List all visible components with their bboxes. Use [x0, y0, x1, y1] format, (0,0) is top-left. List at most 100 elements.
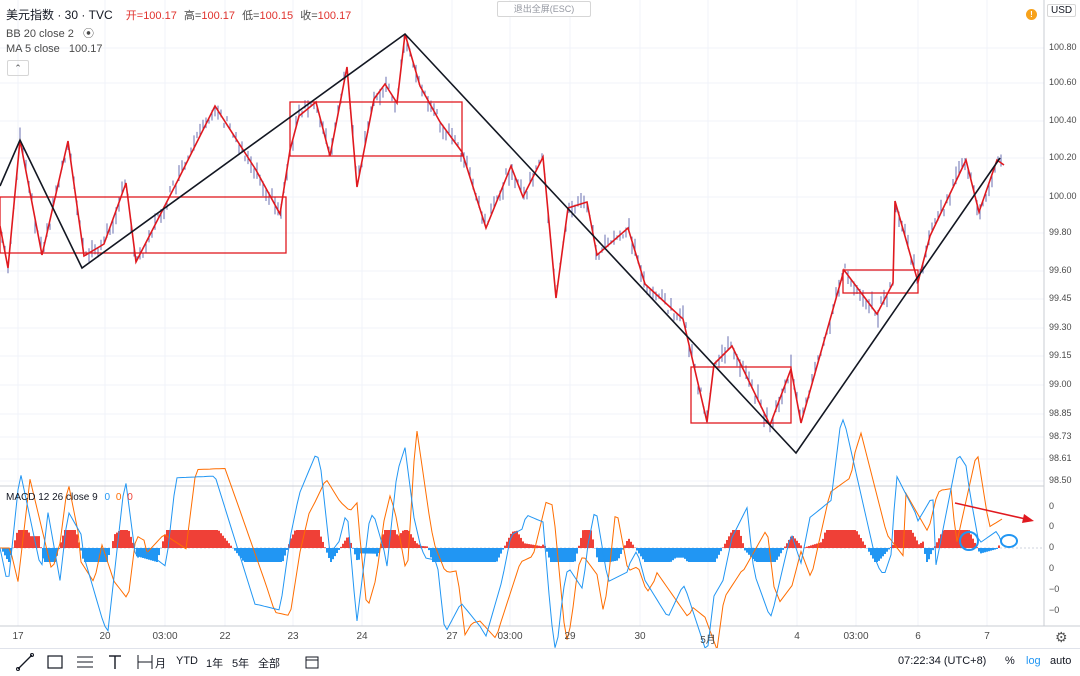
macd-bar: [552, 548, 554, 562]
macd-bar: [528, 544, 530, 548]
macd-histogram: [2, 530, 1000, 562]
symbol-title[interactable]: 美元指数 · 30 · TVC: [6, 8, 113, 22]
macd-bar: [996, 548, 998, 549]
macd-bar: [210, 530, 212, 548]
macd-bar: [222, 536, 224, 548]
macd-bar: [212, 530, 214, 548]
eye-hidden-icon[interactable]: ⦿: [83, 28, 94, 40]
macd-bar: [248, 548, 250, 562]
percent-toggle[interactable]: %: [1005, 655, 1015, 667]
auto-toggle[interactable]: auto: [1050, 655, 1071, 667]
macd-bar: [452, 548, 454, 562]
macd-bar: [930, 548, 932, 554]
macd-bar: [824, 533, 826, 548]
range-month[interactable]: 月: [155, 655, 166, 671]
macd-bar: [986, 548, 988, 552]
macd-bar: [216, 530, 218, 548]
macd-bar: [412, 538, 414, 548]
macd-bar: [262, 548, 264, 562]
macd-bar: [486, 548, 488, 562]
macd-bar: [812, 545, 814, 548]
macd-bar: [744, 548, 746, 550]
range-box: [0, 197, 286, 253]
macd-bar: [806, 547, 808, 548]
range-5y[interactable]: 5年: [232, 655, 249, 671]
macd-bar: [90, 548, 92, 562]
macd-bar: [748, 548, 750, 555]
macd-bar: [638, 548, 640, 553]
fib-tool-icon[interactable]: [75, 652, 95, 672]
macd-bar: [492, 548, 494, 562]
macd-bar: [474, 548, 476, 562]
macd-bar: [582, 530, 584, 548]
macd-bar: [972, 539, 974, 548]
macd-bar: [470, 548, 472, 562]
collapse-legend-button[interactable]: ⌃: [7, 60, 29, 76]
macd-bar: [784, 547, 786, 548]
macd-bar: [218, 531, 220, 548]
text-tool-icon[interactable]: [105, 652, 125, 672]
price-tick-label: 98.85: [1049, 408, 1072, 418]
price-tick-label: 98.50: [1049, 475, 1072, 485]
macd-bar: [936, 542, 938, 548]
black-zigzag: [0, 34, 1000, 453]
alert-icon[interactable]: !: [1026, 9, 1037, 20]
clock-time[interactable]: 07:22:34 (UTC+8): [898, 655, 986, 667]
macd-bar: [404, 530, 406, 548]
macd-bar: [362, 548, 364, 553]
macd-bar: [500, 548, 502, 554]
macd-bar: [932, 548, 934, 550]
macd-bar: [854, 530, 856, 548]
bb-legend[interactable]: BB 20 close 2 ⦿: [6, 25, 94, 41]
range-ytd[interactable]: YTD: [176, 655, 198, 667]
measure-tool-icon[interactable]: [135, 652, 155, 672]
macd-bar: [666, 548, 668, 562]
macd-bar: [916, 540, 918, 548]
macd-bar: [640, 548, 642, 556]
exit-fullscreen-button[interactable]: 退出全屏(ESC): [497, 1, 591, 17]
range-boxes: [0, 102, 918, 423]
time-tick-label: 17: [12, 631, 23, 642]
macd-bar: [456, 548, 458, 562]
bb-label: BB 20 close 2: [6, 28, 74, 40]
macd-bar: [20, 530, 22, 548]
price-tick-label: 100.20: [1049, 152, 1077, 162]
log-toggle[interactable]: log: [1026, 655, 1041, 667]
macd-bar: [844, 530, 846, 548]
macd-bar: [716, 548, 718, 559]
trendline-tool-icon[interactable]: [15, 652, 35, 672]
macd-bar: [908, 530, 910, 548]
macd-bar: [848, 530, 850, 548]
macd-bar: [258, 548, 260, 562]
macd-bar: [762, 548, 764, 562]
currency-label[interactable]: USD: [1047, 4, 1076, 17]
signal-value: 0: [116, 492, 122, 503]
macd-bar: [372, 548, 374, 554]
range-all[interactable]: 全部: [258, 655, 280, 671]
macd-bar: [466, 548, 468, 562]
ma-legend[interactable]: MA 5 close 100.17: [6, 43, 103, 55]
macd-bar: [704, 548, 706, 562]
macd-bar: [270, 548, 272, 562]
macd-legend[interactable]: MACD 12 26 close 9 0 0 0: [6, 492, 133, 503]
macd-bar: [706, 548, 708, 562]
macd-bar: [758, 548, 760, 562]
date-range-icon[interactable]: [302, 652, 322, 672]
macd-bar: [424, 546, 426, 548]
macd-bar: [576, 548, 578, 554]
macd-bar: [462, 548, 464, 562]
rectangle-tool-icon[interactable]: [45, 652, 65, 672]
gear-icon[interactable]: ⚙: [1055, 629, 1068, 646]
macd-bar: [828, 530, 830, 548]
macd-bar: [130, 537, 132, 548]
chart-canvas[interactable]: [0, 0, 1080, 648]
macd-bar: [264, 548, 266, 562]
macd-bar: [654, 548, 656, 562]
range-1y[interactable]: 1年: [206, 655, 223, 671]
macd-bar: [864, 545, 866, 548]
macd-bar: [830, 530, 832, 548]
macd-bar: [676, 548, 678, 558]
macd-bar: [746, 548, 748, 553]
macd-bar: [712, 548, 714, 562]
macd-bar: [900, 530, 902, 548]
